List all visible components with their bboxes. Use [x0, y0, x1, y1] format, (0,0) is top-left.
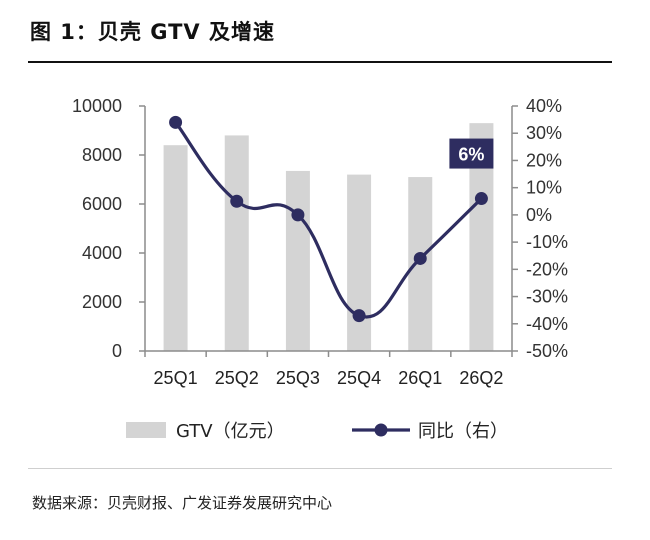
yoy-point-25Q3 [291, 208, 305, 222]
right-tick-label: 0% [526, 205, 552, 225]
left-tick-label: 10000 [72, 96, 122, 116]
yoy-point-25Q2 [230, 194, 244, 208]
chart-title: 图 1：贝壳 GTV 及增速 [30, 20, 275, 44]
category-label-25Q3: 25Q3 [276, 368, 320, 388]
left-tick-label: 8000 [82, 145, 122, 165]
legend-bar-label: GTV（亿元） [176, 421, 285, 442]
legend: GTV（亿元） 同比（右） [126, 421, 508, 442]
right-tick-label: -50% [526, 341, 568, 361]
left-tick-label: 4000 [82, 243, 122, 263]
category-label-26Q1: 26Q1 [398, 368, 442, 388]
left-tick-label: 0 [112, 341, 122, 361]
annotation-label: 6% [458, 145, 484, 165]
title-divider [28, 61, 612, 63]
bar-25Q1 [163, 145, 188, 351]
yoy-point-26Q2 [474, 192, 488, 206]
legend-line-marker [374, 423, 388, 437]
category-label-25Q2: 25Q2 [215, 368, 259, 388]
right-tick-label: -40% [526, 314, 568, 334]
yoy-line [174, 121, 483, 319]
left-tick-label: 2000 [82, 292, 122, 312]
yoy-point-25Q1 [169, 115, 183, 129]
right-tick-label: 20% [526, 150, 562, 170]
right-tick-label: -30% [526, 287, 568, 307]
legend-line-label: 同比（右） [418, 421, 508, 442]
gtv-chart: 0 2000 4000 6000 8000 10000 -50% -40% -30% -20% -1… [72, 96, 568, 442]
right-tick-label: 30% [526, 123, 562, 143]
category-label-25Q4: 25Q4 [337, 368, 381, 388]
yoy-point-25Q4 [352, 309, 366, 323]
right-tick-label: 40% [526, 96, 562, 116]
yoy-annotation: 6% [449, 138, 494, 169]
axes-group: 0 2000 4000 6000 8000 10000 -50% -40% -30% -20% -1… [72, 96, 568, 388]
yoy-point-26Q1 [413, 251, 427, 265]
right-tick-label: 10% [526, 178, 562, 198]
line-series-group: 6% [169, 115, 494, 323]
legend-bar-swatch [126, 422, 166, 438]
bar-25Q3 [285, 170, 310, 351]
right-tick-label: -10% [526, 232, 568, 252]
left-tick-label: 6000 [82, 194, 122, 214]
source-divider [28, 468, 612, 469]
bar-series-group [163, 123, 494, 352]
category-label-26Q2: 26Q2 [459, 368, 503, 388]
annotation-box [449, 138, 494, 169]
bar-25Q4 [347, 174, 372, 351]
right-tick-label: -20% [526, 259, 568, 279]
source-note: 数据来源：贝壳财报、广发证券发展研究中心 [32, 494, 333, 512]
category-label-25Q1: 25Q1 [154, 368, 198, 388]
bar-25Q2 [224, 135, 249, 351]
